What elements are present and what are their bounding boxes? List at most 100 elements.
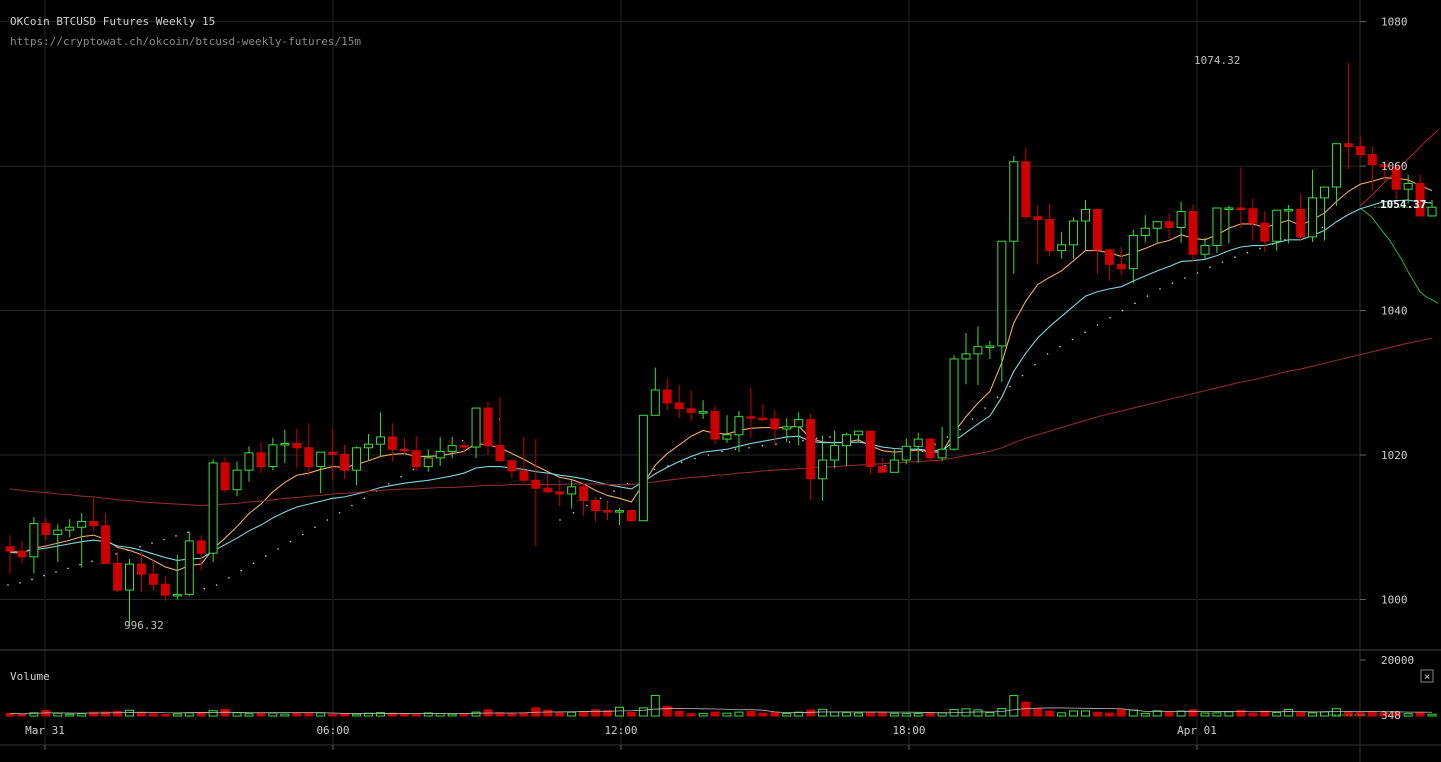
trail-dot: [363, 497, 366, 500]
candle-body: [399, 448, 409, 452]
low-annotation: 996.32: [124, 619, 164, 632]
candle-body: [411, 450, 421, 468]
trail-dot: [388, 483, 390, 485]
axes: 1000 1020 1040 1060 1080 20000 348 Mar 31 06:00 1…: [25, 16, 1414, 750]
candle-body: [901, 445, 911, 461]
volume-bar: [1427, 713, 1437, 717]
volume-bar: [375, 712, 385, 717]
trail-dot: [1259, 247, 1261, 250]
trail-dot: [1059, 345, 1061, 348]
trail-dot: [959, 428, 961, 431]
candle-body: [591, 500, 601, 512]
candle-body: [304, 447, 314, 468]
trail-dot: [1146, 295, 1149, 297]
high-annotation: 1074.32: [1194, 54, 1240, 67]
trail-dot: [1071, 338, 1074, 341]
volume-bar: [1355, 712, 1365, 717]
candle-body: [1320, 186, 1329, 199]
volume-close-button[interactable]: ×: [1420, 669, 1434, 683]
candle-body: [603, 510, 612, 513]
trail-dot: [680, 461, 683, 464]
volume-tick-label: 348: [1381, 709, 1401, 722]
trail-dot: [115, 553, 117, 555]
trail-dot: [91, 560, 93, 562]
candle-body: [196, 540, 206, 554]
volume-bar: [77, 713, 87, 717]
candle-body: [734, 416, 744, 436]
volume-bar: [1164, 711, 1174, 717]
candle-body: [471, 407, 481, 448]
candle-body: [125, 563, 134, 591]
volume-bar: [53, 712, 63, 717]
candle-body: [268, 444, 278, 468]
candle-body: [1116, 263, 1126, 270]
candle-body: [519, 470, 529, 481]
candle-body: [1140, 227, 1150, 236]
candle-body: [961, 353, 971, 360]
volume-bar: [650, 695, 660, 717]
candle-body: [507, 460, 517, 472]
volume-bar: [746, 711, 756, 717]
candle-body: [997, 240, 1007, 347]
candle-body: [818, 459, 828, 480]
volume-bar: [830, 711, 840, 717]
trail-dot: [1184, 277, 1186, 279]
trail-dot: [1034, 363, 1036, 366]
candle-body: [877, 466, 887, 473]
candle-body: [1081, 208, 1090, 222]
candle-body: [1391, 166, 1401, 190]
trail-dot: [215, 584, 218, 586]
candle-body: [543, 487, 553, 493]
candle-body: [340, 453, 350, 471]
candle-body: [614, 510, 624, 513]
volume-bar: [17, 713, 27, 717]
volume-bar: [244, 713, 254, 717]
candle-body: [1427, 206, 1437, 217]
price-tick-label: 1060: [1381, 160, 1408, 173]
volume-bar: [674, 710, 684, 717]
candle-body: [172, 593, 182, 597]
trail-dot: [175, 535, 177, 537]
candle-body: [925, 438, 935, 459]
volume-bar: [770, 711, 780, 717]
time-tick-label: Mar 31: [25, 724, 65, 737]
candle-body: [1128, 234, 1138, 270]
volume-bar: [160, 713, 170, 717]
moving-average-line: [10, 199, 1433, 562]
volume-bar: [411, 713, 421, 717]
candle-body: [148, 573, 158, 585]
chart-url[interactable]: https://cryptowat.ch/okcoin/btcusd-weekl…: [10, 35, 361, 48]
trail-dot: [572, 511, 575, 514]
candle-body: [794, 419, 804, 428]
trail-dot: [277, 548, 279, 550]
trail-dot: [139, 545, 141, 548]
trail-dot: [240, 569, 242, 572]
volume-bar: [268, 712, 278, 717]
volume-bar: [734, 711, 744, 717]
candle-body: [1152, 221, 1162, 229]
volume-bar: [997, 707, 1007, 717]
volume-bar: [184, 712, 194, 717]
volume-bar: [304, 712, 314, 717]
volume-bar: [662, 705, 672, 717]
trail-dot: [203, 587, 206, 590]
volume-bar: [1284, 708, 1294, 717]
candle-body: [1045, 219, 1055, 252]
trail-dot: [1234, 256, 1236, 258]
candle-body: [1260, 222, 1270, 242]
trail-dot: [79, 563, 81, 566]
candle-body: [41, 523, 51, 535]
trail-dot: [694, 457, 696, 460]
volume-bar: [1260, 710, 1270, 717]
trail-dot: [228, 576, 230, 579]
time-tick-label: 18:00: [892, 724, 925, 737]
volume-bar: [973, 709, 983, 717]
candle-body: [328, 451, 338, 455]
volume-bar: [89, 711, 99, 717]
trail-dot: [984, 407, 986, 409]
trail-dot: [1096, 324, 1099, 326]
trail-dot: [1109, 316, 1111, 319]
trail-dot: [326, 519, 329, 521]
candle-body: [1284, 208, 1294, 212]
